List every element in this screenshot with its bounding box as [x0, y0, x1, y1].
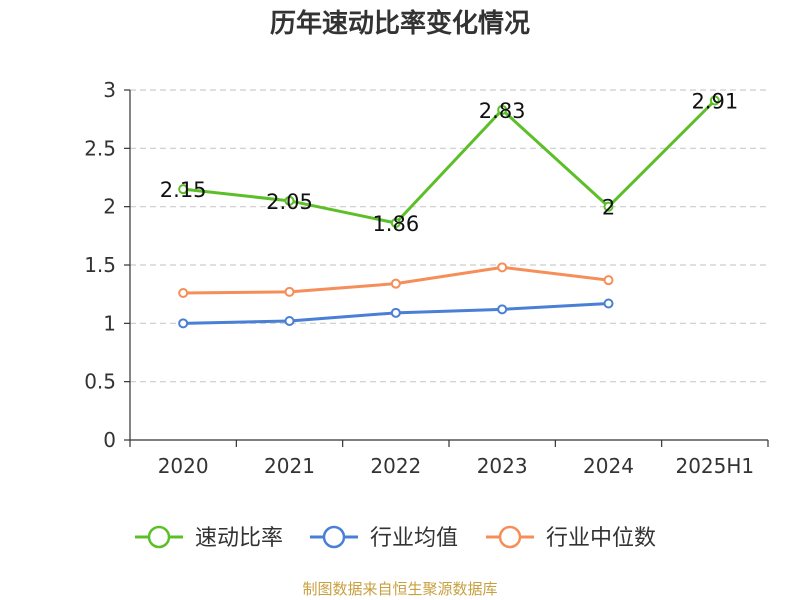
legend-item-0[interactable]: 速动比率 — [135, 525, 283, 551]
legend-marker-icon — [498, 525, 522, 549]
data-point — [497, 104, 508, 115]
data-label: 2.91 — [691, 90, 738, 114]
data-label: 2.83 — [479, 99, 526, 123]
series-lines — [178, 95, 720, 329]
legend-label: 行业中位数 — [546, 526, 656, 551]
grid — [130, 89, 768, 383]
data-point — [390, 218, 401, 228]
legend-label: 速动比率 — [195, 526, 283, 551]
axes: 0 0.5 1 1.5 2 2.5 3 2020 2021 2022 2023 2024 2025H1 — [84, 78, 769, 478]
data-point — [709, 95, 720, 106]
x-tick-label: 2023 — [477, 454, 528, 478]
data-point — [603, 298, 614, 309]
data-point — [178, 288, 189, 298]
data-point — [178, 184, 189, 195]
x-tick-label: 2025H1 — [675, 454, 754, 478]
legend-marker-icon — [147, 525, 171, 549]
data-point — [603, 275, 614, 286]
data-point — [603, 201, 614, 212]
y-tick-label: 3 — [103, 78, 116, 102]
x-tick-label: 2021 — [264, 454, 315, 478]
data-label: 2 — [602, 196, 615, 220]
source-note: 制图数据来自恒生聚源数据库 — [302, 580, 497, 598]
data-point — [284, 316, 295, 326]
data-label: 2.15 — [160, 178, 207, 202]
y-tick-label: 2 — [103, 195, 116, 219]
legend-label: 行业均值 — [370, 526, 458, 551]
legend-item-1[interactable]: 行业均值 — [310, 525, 458, 551]
data-point — [178, 318, 189, 329]
data-point — [497, 262, 508, 273]
data-labels: 2.15 2.05 1.86 2.83 2 2.91 — [160, 90, 738, 237]
x-tick-label: 2022 — [370, 454, 421, 478]
y-tick-label: 1 — [103, 311, 116, 335]
chart-title: 历年速动比率变化情况 — [270, 8, 530, 39]
legend[interactable]: 速动比率 行业均值 行业中位数 — [135, 525, 656, 551]
y-tick-label: 0 — [103, 428, 116, 452]
data-label: 1.86 — [372, 212, 419, 236]
data-point — [284, 195, 295, 206]
data-point — [390, 278, 401, 289]
legend-item-2[interactable]: 行业中位数 — [486, 525, 656, 551]
x-tick-label: 2020 — [158, 454, 209, 478]
data-label: 2.05 — [266, 190, 313, 214]
legend-marker-icon — [322, 525, 346, 549]
y-tick-label: 1.5 — [84, 253, 116, 277]
data-point — [390, 307, 401, 318]
data-point — [497, 304, 508, 315]
y-tick-label: 2.5 — [84, 136, 116, 160]
series-line-0 — [183, 99, 716, 225]
data-point — [284, 286, 295, 297]
x-tick-label: 2024 — [583, 454, 634, 478]
y-tick-label: 0.5 — [84, 370, 116, 394]
